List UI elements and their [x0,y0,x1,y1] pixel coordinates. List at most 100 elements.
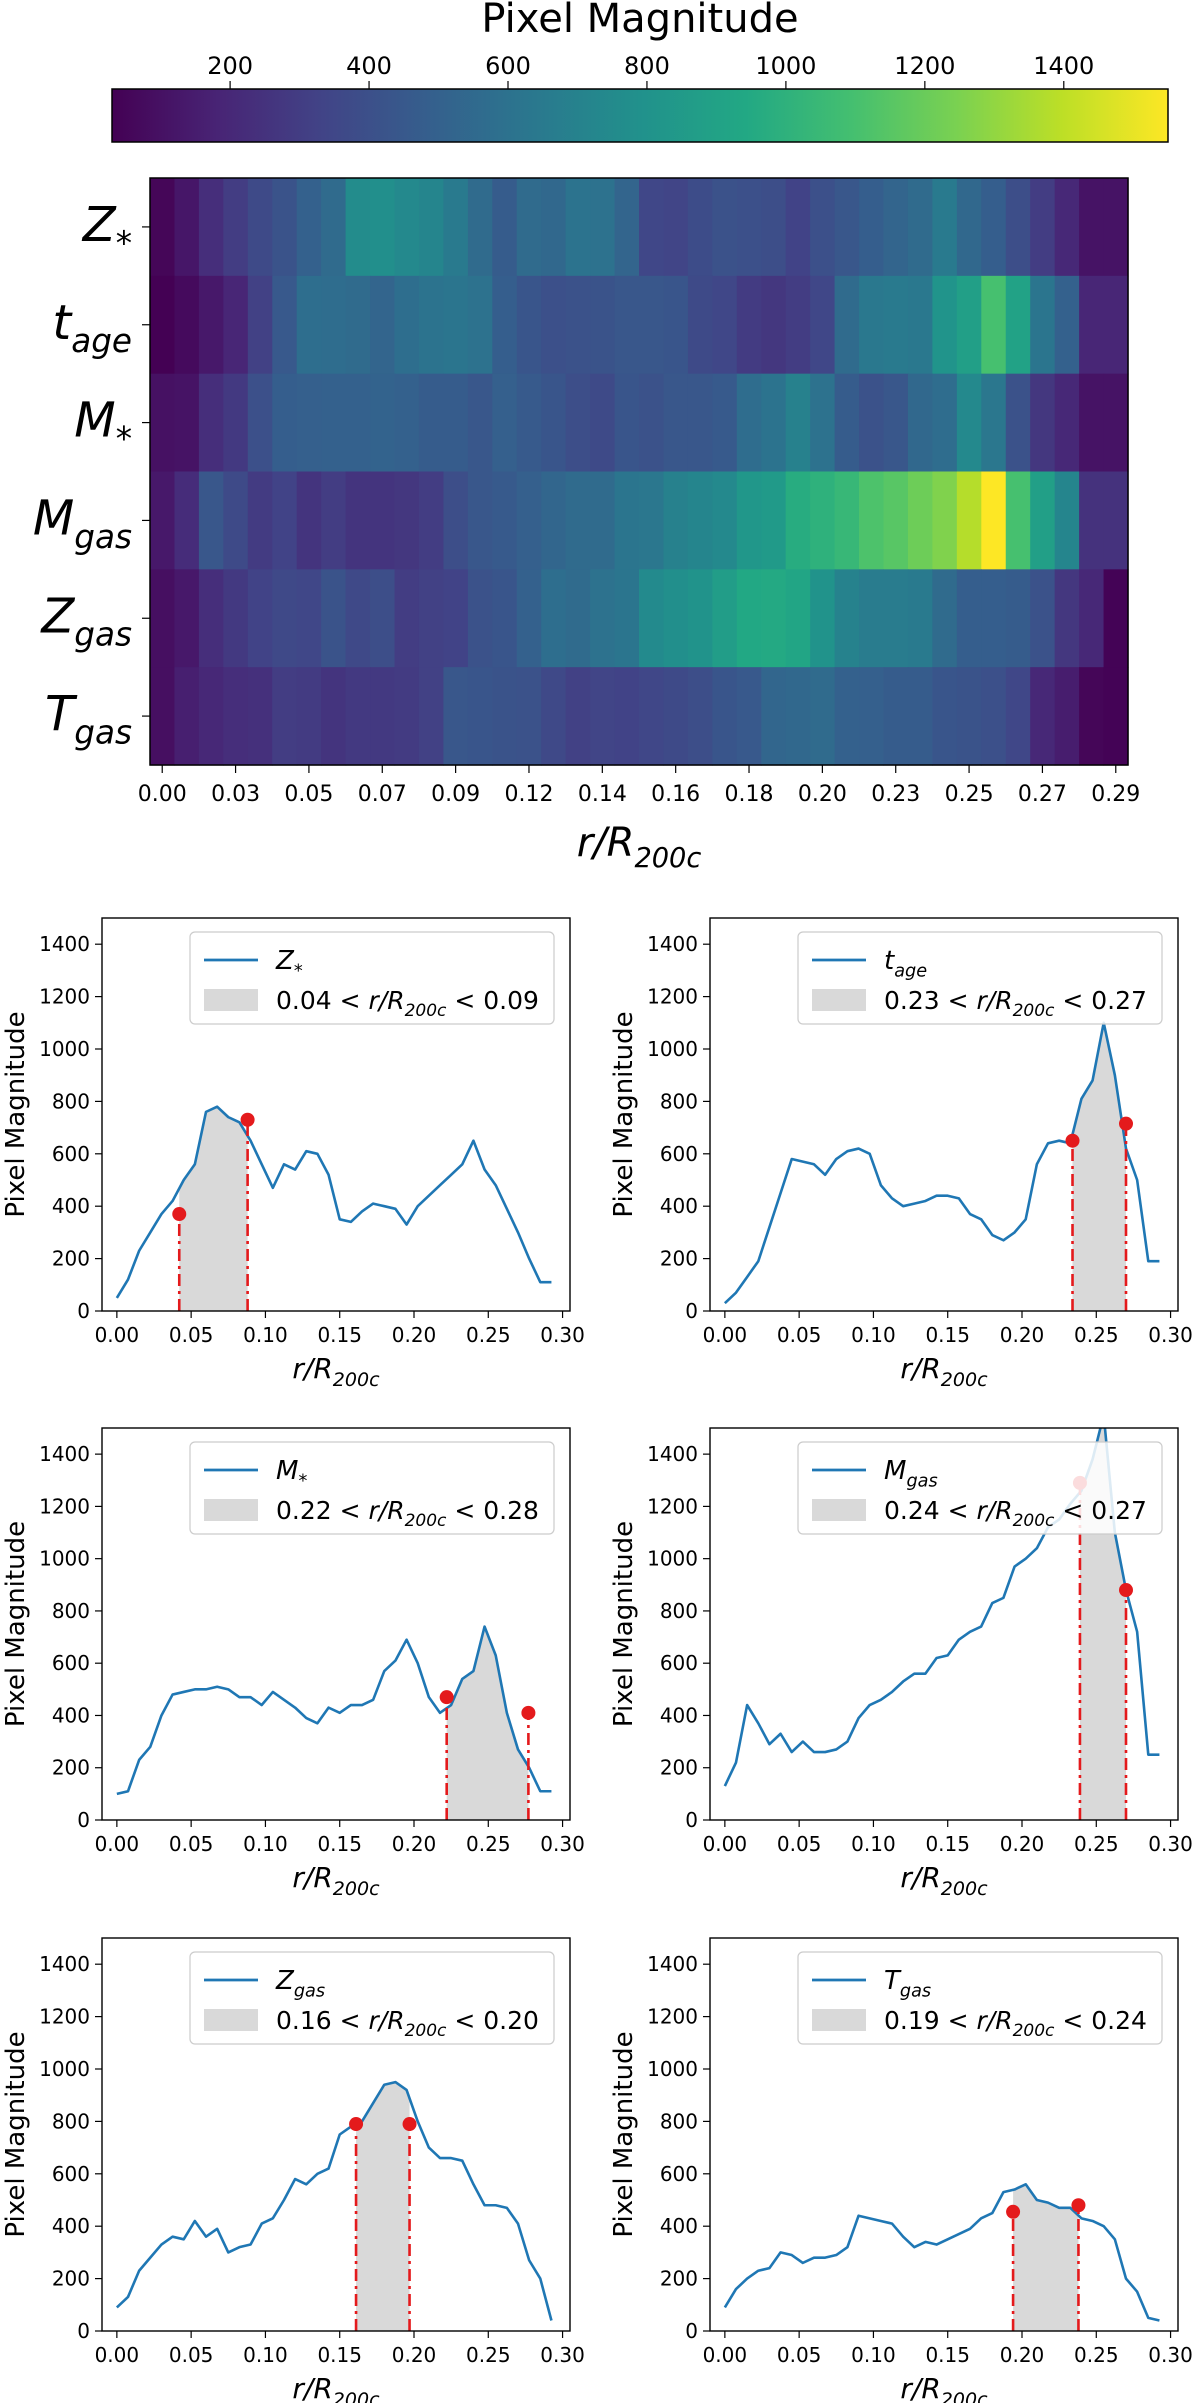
xtick-label: 0.20 [392,1323,437,1347]
legend-range-lo: 0.04 < [276,986,369,1015]
ytick-label: 1000 [647,1037,698,1061]
ytick-label: 1000 [39,1037,90,1061]
heatmap-cell [150,471,176,570]
legend-series-label-sub: gas [906,1471,937,1491]
xtick-label: 0.15 [925,1832,970,1856]
heatmap-cell [321,569,347,668]
heatmap-cell [565,667,591,766]
panel-frame [101,1427,571,1821]
heatmap-cell [394,569,420,668]
heatmap-cell [1005,471,1031,570]
xtick-label: 0.10 [851,1832,896,1856]
heatmap-cell [736,569,762,668]
heatmap-cell [785,275,811,375]
heatmap-cell [321,275,347,375]
ytick-label: 0 [685,1808,698,1832]
heatmap-cell [198,373,224,473]
heatmap-cell [1079,471,1105,570]
heatmap-cell [590,275,616,375]
range-marker-point [1006,2204,1021,2219]
heatmap-cell [883,373,909,473]
heatmap-cell [614,178,640,277]
heatmap-cell [956,178,982,277]
legend-range-hi: < 0.27 [1054,1496,1147,1525]
xtick-label: 0.15 [925,1323,970,1347]
range-marker-point [1119,1116,1133,1131]
legend-range-var: r/R [369,2006,405,2035]
heatmap-cell [1103,471,1129,570]
legend-range-lo: 0.19 < [884,2006,977,2035]
heatmap-cell [981,471,1007,570]
heatmap-cell [859,569,885,668]
heatmap-cell [321,178,347,277]
heatmap-cell [639,471,665,570]
legend-range-hi: < 0.28 [446,1496,539,1525]
heatmap-cell [345,471,371,570]
legend-range-var: r/R [977,986,1013,1015]
legend-band-swatch [812,989,866,1011]
xtick-label: 0.05 [777,1323,822,1347]
ytick-label: 200 [52,2267,90,2291]
legend-series-label-sub: gas [900,1981,931,2001]
legend-box [189,931,555,1025]
heatmap-cell [883,471,909,570]
heatmap-cell [907,275,933,375]
xaxis-label-sub: 200c [941,1878,988,1900]
heatmap-cell [687,373,713,473]
heatmap-cell [370,471,396,570]
heatmap-cell [932,569,958,668]
xtick-label: 0.30 [1148,1832,1193,1856]
xtick-label: 0.15 [317,1323,362,1347]
ytick-label: 1000 [647,1547,698,1571]
heatmap-cell [418,667,444,766]
heatmap-cell [394,373,420,473]
heatmap-cell [443,471,469,570]
ytick-label: 400 [52,1703,90,1727]
heatmap-cell [663,373,689,473]
xaxis-label: r/R200c [900,2372,988,2403]
ytick-label: 400 [52,1194,90,1218]
heatmap-cell [639,667,665,766]
heatmap-cell [1079,178,1105,277]
heatmap-cell [150,569,176,668]
ytick-label: 800 [660,2109,698,2133]
ytick-label: 800 [52,1089,90,1113]
heatmap-xlabel-sub: 200c [634,843,701,874]
heatmap-cell [541,373,567,473]
heatmap-cell [492,471,518,570]
xtick-label: 0.15 [317,1832,362,1856]
legend-range-var: r/R [977,1496,1013,1525]
xtick-label: 0.10 [243,2343,288,2367]
xtick-label: 0.25 [466,1323,511,1347]
legend-range-hi: < 0.09 [446,986,539,1015]
legend-range-label: 0.24 < r/R200c < 0.27 [884,1496,1147,1531]
heatmap-cell [492,373,518,473]
heatmap-cell [296,275,322,375]
ytick-label: 600 [52,1142,90,1166]
heatmap-cell [541,275,567,375]
heatmap-row-label: M* [74,393,132,458]
ytick-label: 1400 [39,1442,90,1466]
heatmap-row-label-sub: * [116,420,132,458]
heatmap-cell [1054,275,1080,375]
ytick-label: 800 [52,2109,90,2133]
heatmap-cell [907,667,933,766]
heatmap-cell [467,178,493,277]
legend-range-sub: 200c [1013,2021,1055,2041]
heatmap-cell [834,667,860,766]
ytick-label: 1200 [39,985,90,1009]
xtick-label: 0.30 [540,2343,585,2367]
shaded-band [179,1106,248,1311]
ytick-label: 1400 [39,1952,90,1976]
ytick-label: 600 [52,1651,90,1675]
colorbar-tick-label: 600 [485,52,531,80]
heatmap-cell [272,178,298,277]
yaxis-label: Pixel Magnitude [1,1011,31,1217]
xtick-label: 0.05 [169,2343,214,2367]
legend-series-label-base: M [884,1456,906,1486]
xtick-label: 0.25 [1074,1832,1119,1856]
range-marker-point [1071,2198,1086,2213]
heatmap-cell [1103,275,1129,375]
